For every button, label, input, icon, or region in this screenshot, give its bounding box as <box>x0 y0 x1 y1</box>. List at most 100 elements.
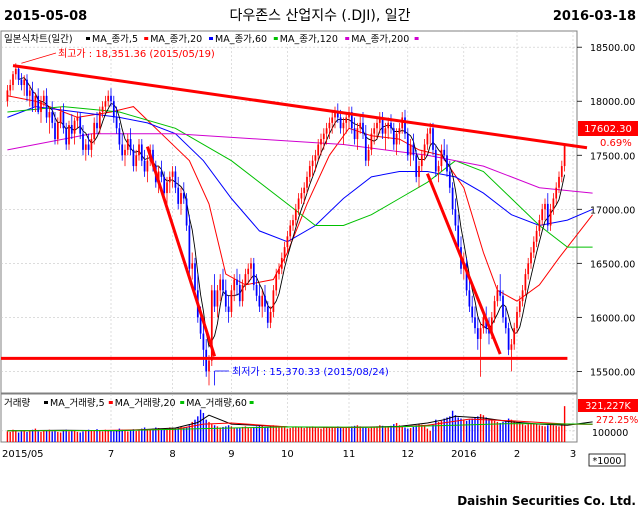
volume-ma-line <box>7 418 593 432</box>
candle <box>238 274 241 307</box>
legend-swatch <box>144 37 149 40</box>
candle <box>121 133 124 161</box>
volume-bar <box>275 425 277 442</box>
candle <box>468 279 471 312</box>
candle-body <box>362 122 364 134</box>
candle <box>384 122 387 150</box>
candle <box>177 176 180 210</box>
volume-bar <box>488 418 490 442</box>
volume-bar <box>437 421 440 442</box>
candle-body <box>468 290 471 307</box>
candle-body <box>110 95 112 102</box>
volume-bar <box>132 429 135 442</box>
volume-bar <box>191 421 193 442</box>
volume-bar <box>48 429 51 442</box>
volume-unit-label: *1000 <box>593 456 622 467</box>
volume-bar <box>222 426 224 442</box>
candle-body <box>339 117 342 129</box>
candle <box>98 106 101 134</box>
volume-bar <box>404 427 406 442</box>
candle-body <box>381 117 384 134</box>
volume-bar <box>146 429 149 442</box>
volume-bar <box>177 427 179 442</box>
candle <box>143 149 146 177</box>
candle <box>23 75 26 96</box>
candle <box>37 88 40 115</box>
volume-bar <box>110 430 112 442</box>
volume-bar <box>348 426 350 442</box>
candle <box>563 144 566 172</box>
price-panel-frame <box>0 30 578 394</box>
candle <box>451 182 454 215</box>
candle <box>555 182 558 204</box>
candle <box>20 73 23 91</box>
candle-body <box>17 68 20 80</box>
candle <box>415 149 418 183</box>
candle-body <box>278 268 280 275</box>
candle <box>258 284 261 312</box>
candle <box>328 117 331 140</box>
volume-bar <box>513 420 515 442</box>
volume-bar <box>328 428 331 442</box>
volume-bar <box>325 426 328 442</box>
candle <box>233 274 236 302</box>
volume-bar <box>544 426 546 442</box>
volume-bar <box>314 427 317 442</box>
candle <box>210 284 213 366</box>
time-tick-label: 9 <box>228 449 234 460</box>
volume-bar <box>51 431 53 442</box>
trendline <box>145 146 217 357</box>
candle-body <box>418 166 420 177</box>
candle-body <box>482 317 485 329</box>
candle-body <box>146 160 149 172</box>
candle <box>395 128 398 156</box>
volume-bar <box>29 430 31 442</box>
candle-body <box>432 128 434 150</box>
candle <box>54 112 56 145</box>
volume-bar <box>390 425 392 442</box>
candle <box>110 88 112 107</box>
candle <box>513 322 516 350</box>
volume-bar <box>499 423 501 442</box>
volume-bar <box>435 419 437 442</box>
volume-bar <box>247 427 249 442</box>
candle <box>479 322 482 377</box>
candle <box>356 122 359 150</box>
candle-body <box>451 187 454 210</box>
volume-bar <box>205 419 207 442</box>
header-start-date: 2015-05-08 <box>4 9 87 24</box>
volume-bar <box>250 428 252 442</box>
volume-bar <box>194 419 196 442</box>
candle <box>76 112 79 129</box>
candle-body <box>143 160 146 172</box>
candle-body <box>342 122 345 129</box>
volume-bar <box>213 425 216 442</box>
candle-body <box>227 306 230 312</box>
price-tick-label: 17500.00 <box>590 151 635 162</box>
volume-bar <box>451 410 454 442</box>
candle <box>476 317 479 350</box>
volume-bar <box>493 420 496 442</box>
candle <box>440 144 443 172</box>
candle-body <box>224 290 227 307</box>
candle-body <box>138 144 140 156</box>
candle-body <box>45 95 48 118</box>
candle-body <box>376 122 378 129</box>
candle-body <box>26 79 28 96</box>
volume-percent: 272.25% <box>596 415 638 426</box>
volume-bar <box>345 427 347 442</box>
volume-bar <box>233 427 235 442</box>
volume-bar <box>34 428 37 442</box>
candle-body <box>252 263 255 285</box>
candle <box>48 106 51 134</box>
candle <box>115 106 118 134</box>
candle <box>227 295 230 323</box>
candle <box>320 133 322 156</box>
volume-bar <box>171 428 174 442</box>
volume-bar <box>264 426 266 442</box>
candle <box>390 114 392 134</box>
legend-swatch <box>180 401 185 404</box>
volume-bar <box>477 416 479 442</box>
candle <box>275 268 278 296</box>
candle <box>516 306 518 334</box>
